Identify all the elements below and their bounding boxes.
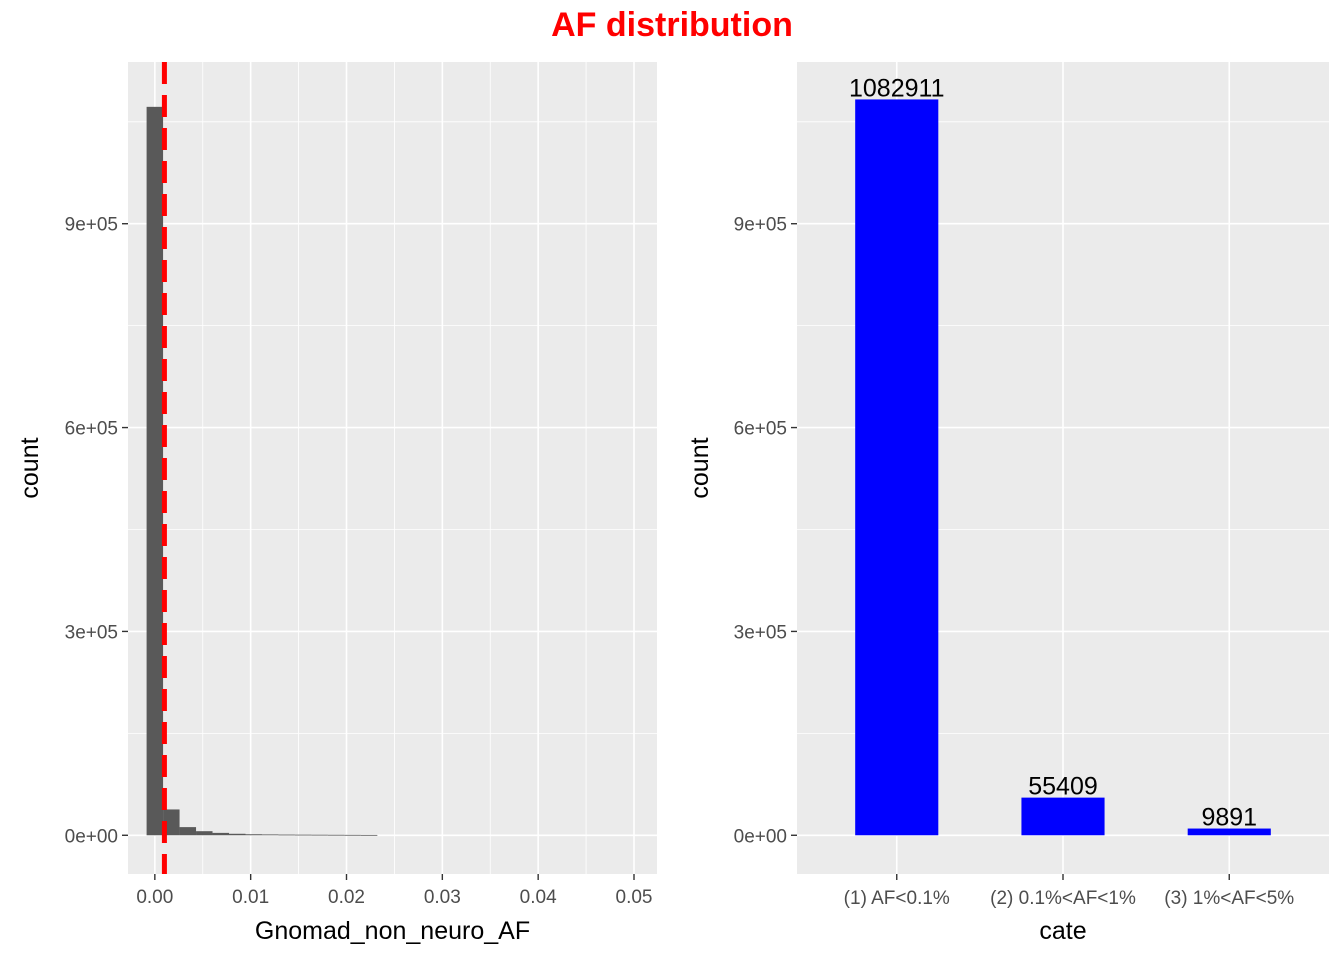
histogram-x-tick-label: 0.02	[328, 887, 365, 908]
histogram-y-tick-label: 3e+05	[65, 622, 118, 643]
histogram-bin	[327, 834, 345, 836]
chart-title: AF distribution	[551, 6, 793, 44]
bar-value-label: 1082911	[849, 74, 944, 102]
histogram-bin	[344, 834, 361, 836]
histogram-y-tick-label: 0e+00	[65, 826, 118, 847]
bar-x-tick-label: (2) 0.1%<AF<1%	[990, 888, 1136, 909]
histogram-bin	[179, 827, 197, 836]
histogram-bin	[163, 809, 180, 836]
histogram-x-tick-label: 0.04	[520, 887, 557, 908]
bar-y-axis-title: count	[686, 437, 714, 498]
histogram-bin	[360, 834, 378, 836]
histogram-y-axis-title: count	[16, 437, 44, 498]
bar-x-tick-label: (1) AF<0.1%	[844, 888, 950, 909]
histogram-bin	[229, 833, 246, 836]
bar-y-tick-label: 3e+05	[734, 622, 787, 643]
histogram-x-tick-label: 0.01	[232, 887, 269, 908]
category-bar-panel: 1082911 55409 9891 0e+00 3e+05 6e+05 9e+05 (1)…	[686, 62, 1329, 945]
histogram-bin	[294, 834, 312, 836]
histogram-x-tick-label: 0.03	[424, 887, 461, 908]
category-bar	[1187, 828, 1271, 836]
histogram-x-tick-label: 0.05	[616, 887, 653, 908]
category-bar	[855, 99, 939, 836]
histogram-bin	[196, 831, 213, 836]
bar-axes: 0e+00 3e+05 6e+05 9e+05 (1) AF<0.1% (2) 0.1%<…	[734, 215, 1295, 909]
bar-y-tick-label: 0e+00	[734, 826, 787, 847]
histogram-bin	[212, 832, 230, 836]
histogram-bin	[311, 834, 328, 836]
bar-value-label: 55409	[1028, 773, 1098, 801]
bar-value-label: 9891	[1201, 804, 1257, 832]
histogram-bin	[261, 834, 279, 836]
histogram-bin	[245, 834, 262, 836]
histogram-plot-background	[128, 62, 657, 874]
histogram-x-axis-title: Gnomad_non_neuro_AF	[255, 917, 530, 945]
histogram-y-tick-label: 6e+05	[65, 419, 118, 440]
bar-y-tick-label: 6e+05	[734, 419, 787, 440]
histogram-bins	[146, 106, 378, 836]
bar-y-tick-label: 9e+05	[734, 215, 787, 236]
histogram-panel: 0e+00 3e+05 6e+05 9e+05 0.00 0.01 0.02 0.03 0.04…	[16, 62, 657, 945]
category-bar	[1021, 797, 1105, 836]
histogram-bin	[146, 106, 164, 836]
histogram-axes: 0e+00 3e+05 6e+05 9e+05 0.00 0.01 0.02 0.03 0.04…	[65, 215, 653, 908]
histogram-x-tick-label: 0.00	[136, 887, 173, 908]
histogram-y-tick-label: 9e+05	[65, 215, 118, 236]
bar-value-labels: 1082911 55409 9891	[849, 74, 1257, 831]
category-bars	[855, 99, 1271, 836]
bar-x-tick-label: (3) 1%<AF<5%	[1164, 888, 1294, 909]
histogram-bin	[278, 834, 295, 836]
bar-x-axis-title: cate	[1039, 917, 1086, 945]
